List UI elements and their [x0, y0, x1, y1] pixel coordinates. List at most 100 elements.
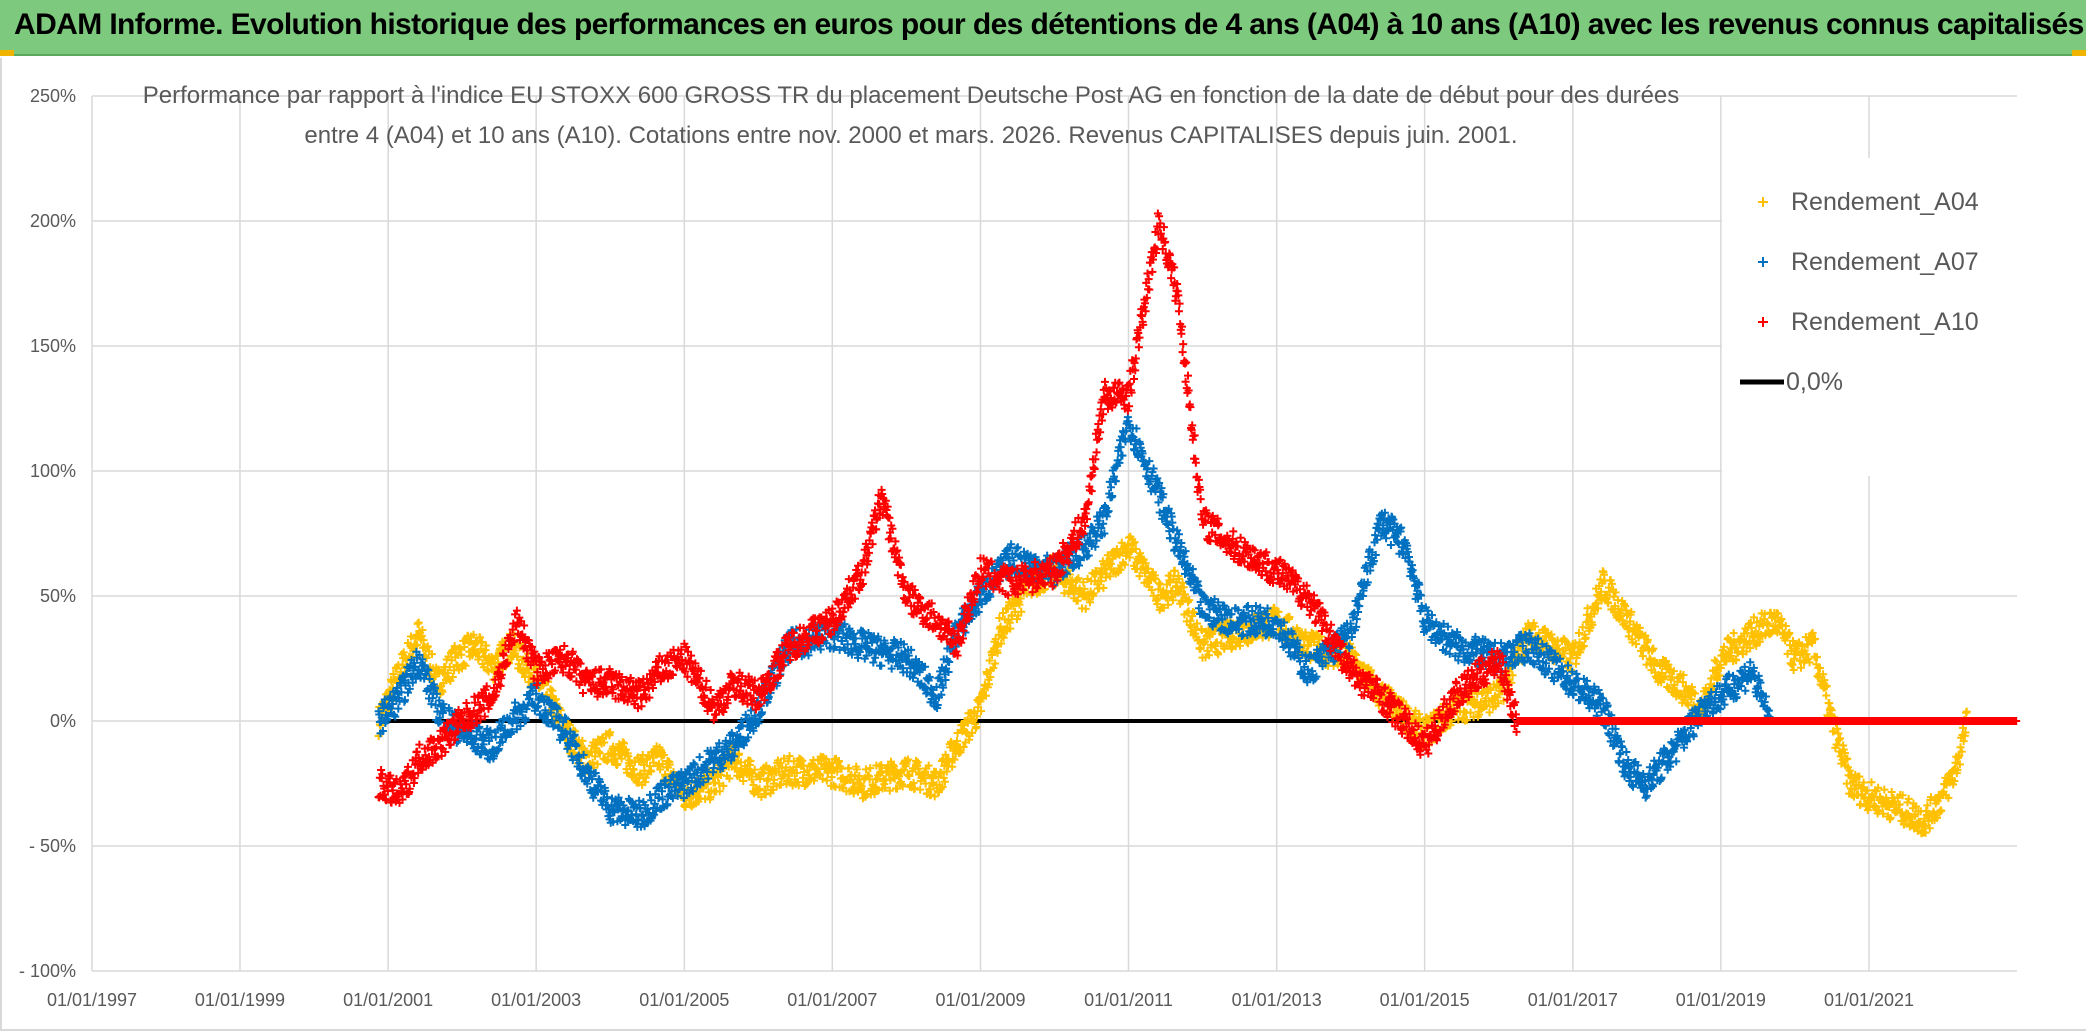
data-point: [658, 760, 667, 769]
data-point: [833, 767, 842, 776]
data-point: [1604, 729, 1613, 738]
data-point: [513, 652, 522, 661]
data-point: [469, 630, 478, 639]
series-Rendement_A07: [374, 413, 1774, 831]
data-point: [822, 776, 831, 785]
data-point: [781, 763, 790, 772]
data-point: [837, 764, 846, 773]
data-point: [785, 752, 794, 761]
data-point: [1962, 707, 1971, 716]
data-point: [600, 738, 609, 747]
data-point: [606, 728, 615, 737]
data-point: [588, 758, 597, 767]
data-point: [755, 784, 764, 793]
data-point: [761, 790, 770, 799]
data-point: [855, 771, 864, 780]
data-point: [482, 641, 491, 650]
data-point: [877, 661, 886, 670]
report-title: ADAM Informe. Evolution historique des p…: [14, 8, 2084, 41]
data-point: [636, 769, 645, 778]
data-point: [443, 669, 452, 678]
data-point: [844, 764, 853, 773]
data-point: [866, 764, 875, 773]
report-banner: ADAM Informe. Evolution historique des p…: [0, 0, 2086, 56]
data-point: [422, 653, 431, 662]
chart-area: 250% 200% 150% 100% 50% 0% - 50% - 100% 01/01/1…: [0, 58, 2086, 1031]
data-point: [792, 768, 801, 777]
data-point: [665, 760, 674, 769]
series-group: [374, 209, 2021, 838]
data-point: [1729, 629, 1738, 638]
data-point: [1825, 699, 1834, 708]
data-point: [813, 765, 822, 774]
data-point: [784, 771, 793, 780]
data-point: [428, 650, 437, 659]
data-point: [715, 787, 724, 796]
data-point: [644, 752, 653, 761]
data-point: [695, 753, 704, 762]
data-point: [818, 774, 827, 783]
data-point: [803, 766, 812, 775]
data-point: [852, 765, 861, 774]
data-point: [835, 757, 844, 766]
data-point: [798, 773, 807, 782]
banner-accent-right: [2072, 50, 2086, 56]
data-point: [824, 768, 833, 777]
data-point: [406, 632, 415, 641]
performance-scatter-chart: 250%200%150%100%50%0%- 50%- 100% 01/01/1…: [19, 82, 2022, 1010]
data-point: [647, 767, 656, 776]
data-point: [423, 642, 432, 651]
banner-accent-left: [0, 50, 14, 56]
data-point: [399, 648, 408, 657]
data-point: [419, 636, 428, 645]
data-point: [1672, 757, 1681, 766]
data-point: [659, 751, 668, 760]
data-point: [448, 673, 457, 682]
data-point: [827, 773, 836, 782]
data-point: [1243, 602, 1252, 611]
data-point: [770, 775, 779, 784]
data-point: [591, 752, 600, 761]
data-point: [861, 765, 870, 774]
data-point: [595, 749, 604, 758]
data-point: [565, 720, 574, 729]
data-point: [494, 658, 503, 667]
data-point: [450, 642, 459, 651]
data-point: [620, 739, 629, 748]
data-point: [418, 625, 427, 634]
data-point: [739, 777, 748, 786]
data-point: [750, 765, 759, 774]
data-point: [477, 637, 486, 646]
data-point: [593, 760, 602, 769]
data-point: [715, 779, 724, 788]
data-point: [457, 650, 466, 659]
data-point: [776, 758, 785, 767]
data-point: [735, 749, 744, 758]
data-point: [780, 754, 789, 763]
data-point: [746, 757, 755, 766]
data-point: [613, 760, 622, 769]
data-point: [524, 678, 533, 687]
data-point: [438, 687, 447, 696]
data-point: [623, 768, 632, 777]
data-point: [1822, 691, 1831, 700]
data-point: [798, 756, 807, 765]
data-point: [649, 758, 658, 767]
data-point: [764, 774, 773, 783]
data-point: [514, 660, 523, 669]
data-point: [414, 618, 423, 627]
data-point: [445, 663, 454, 672]
data-point: [719, 781, 728, 790]
data-point: [461, 661, 470, 670]
data-point: [849, 778, 858, 787]
data-point: [1118, 451, 1127, 460]
data-point: [916, 785, 925, 794]
data-point: [710, 778, 719, 787]
data-point: [1012, 544, 1021, 553]
data-point: [656, 765, 665, 774]
data-point: [476, 633, 485, 642]
data-point: [394, 704, 403, 713]
data-point: [413, 619, 422, 628]
data-point: [578, 736, 587, 745]
